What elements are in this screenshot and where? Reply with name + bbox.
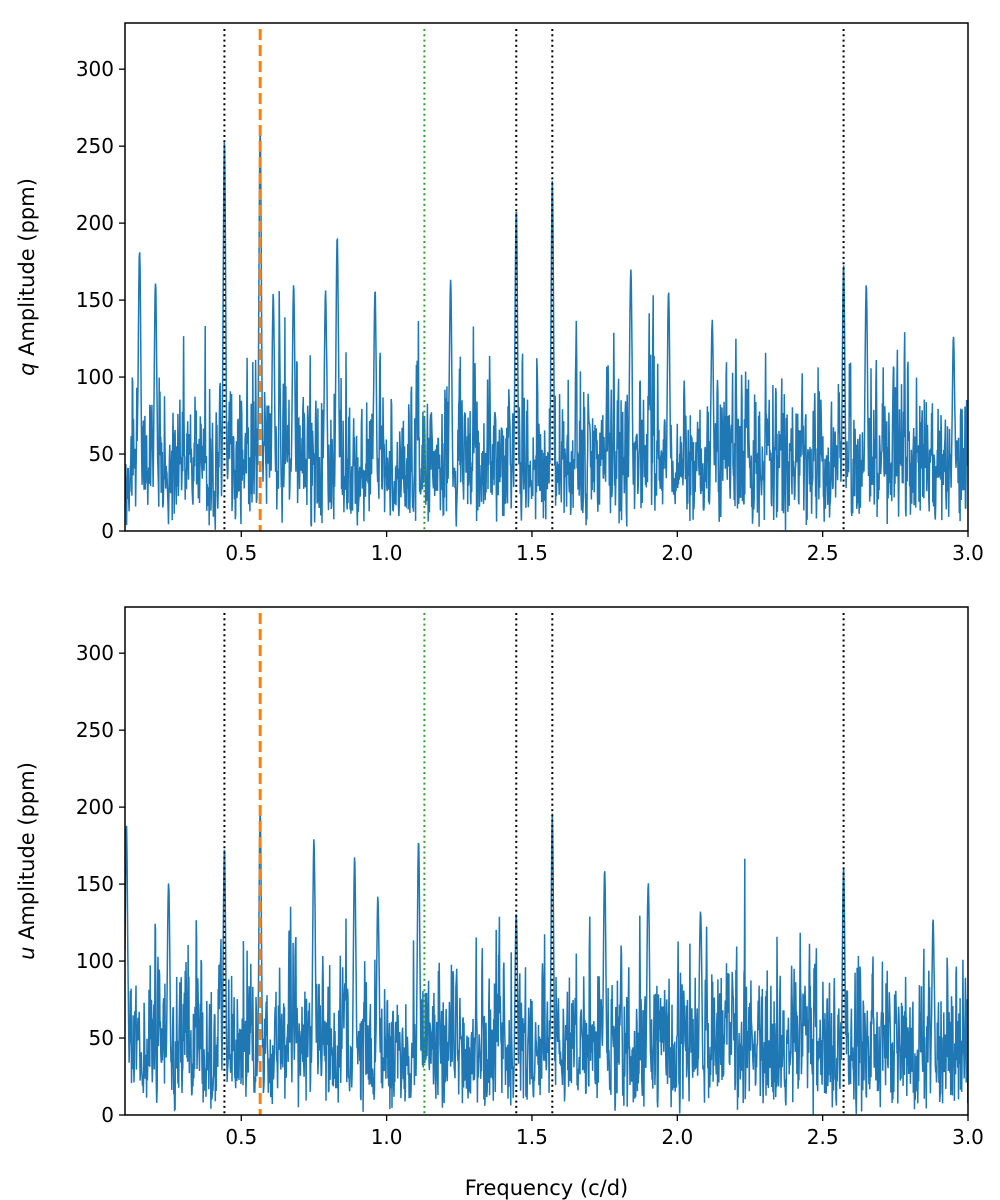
y-tick-label: 300: [76, 641, 114, 665]
x-tick-label: 0.5: [225, 541, 257, 565]
x-tick-label: 2.5: [807, 1125, 839, 1149]
x-tick-label: 1.0: [371, 541, 403, 565]
y-tick-label: 250: [76, 718, 114, 742]
y-axis-label-text: Amplitude (ppm): [15, 178, 39, 362]
spectrum-line-q: [125, 130, 968, 531]
x-tick-label: 3.0: [952, 541, 984, 565]
y-axis-label-var: q: [15, 363, 39, 376]
x-tick-label: 2.0: [661, 1125, 693, 1149]
y-tick-label: 300: [76, 57, 114, 81]
y-tick-label: 150: [76, 872, 114, 896]
y-tick-label: 100: [76, 365, 114, 389]
x-tick-label: 0.5: [225, 1125, 257, 1149]
y-tick-label: 50: [89, 442, 114, 466]
panel-bottom: 0.5 1.0 1.5 2.0 2.5 3.0 0 50 100 150 200 250 300 u Am…: [15, 606, 984, 1200]
y-axis-label: q Amplitude (ppm): [15, 178, 39, 376]
y-tick-label: 100: [76, 949, 114, 973]
x-tick-label: 1.5: [516, 541, 548, 565]
y-axis-label-text: Amplitude (ppm): [15, 762, 39, 946]
y-tick-label: 0: [101, 519, 114, 543]
y-axis-label: u Amplitude (ppm): [15, 762, 39, 960]
axes-frame: [124, 606, 969, 1116]
x-axis-label: Frequency (c/d): [465, 1176, 629, 1200]
y-axis-label-var: u: [15, 947, 39, 960]
x-tick-label: 3.0: [952, 1125, 984, 1149]
x-tick-label: 2.0: [661, 541, 693, 565]
y-tick-label: 250: [76, 134, 114, 158]
y-tick-label: 0: [101, 1103, 114, 1127]
panel-top: 0.5 1.0 1.5 2.0 2.5 3.0 0 50 100 150 200 250 300 q Am…: [15, 22, 984, 565]
spectrum-line-u: [125, 810, 968, 1115]
y-tick-label: 200: [76, 211, 114, 235]
y-tick-label: 50: [89, 1026, 114, 1050]
x-tick-label: 2.5: [807, 541, 839, 565]
x-tick-label: 1.0: [371, 1125, 403, 1149]
x-tick-label: 1.5: [516, 1125, 548, 1149]
y-tick-label: 150: [76, 288, 114, 312]
axes-frame: [124, 22, 969, 532]
y-tick-label: 200: [76, 795, 114, 819]
